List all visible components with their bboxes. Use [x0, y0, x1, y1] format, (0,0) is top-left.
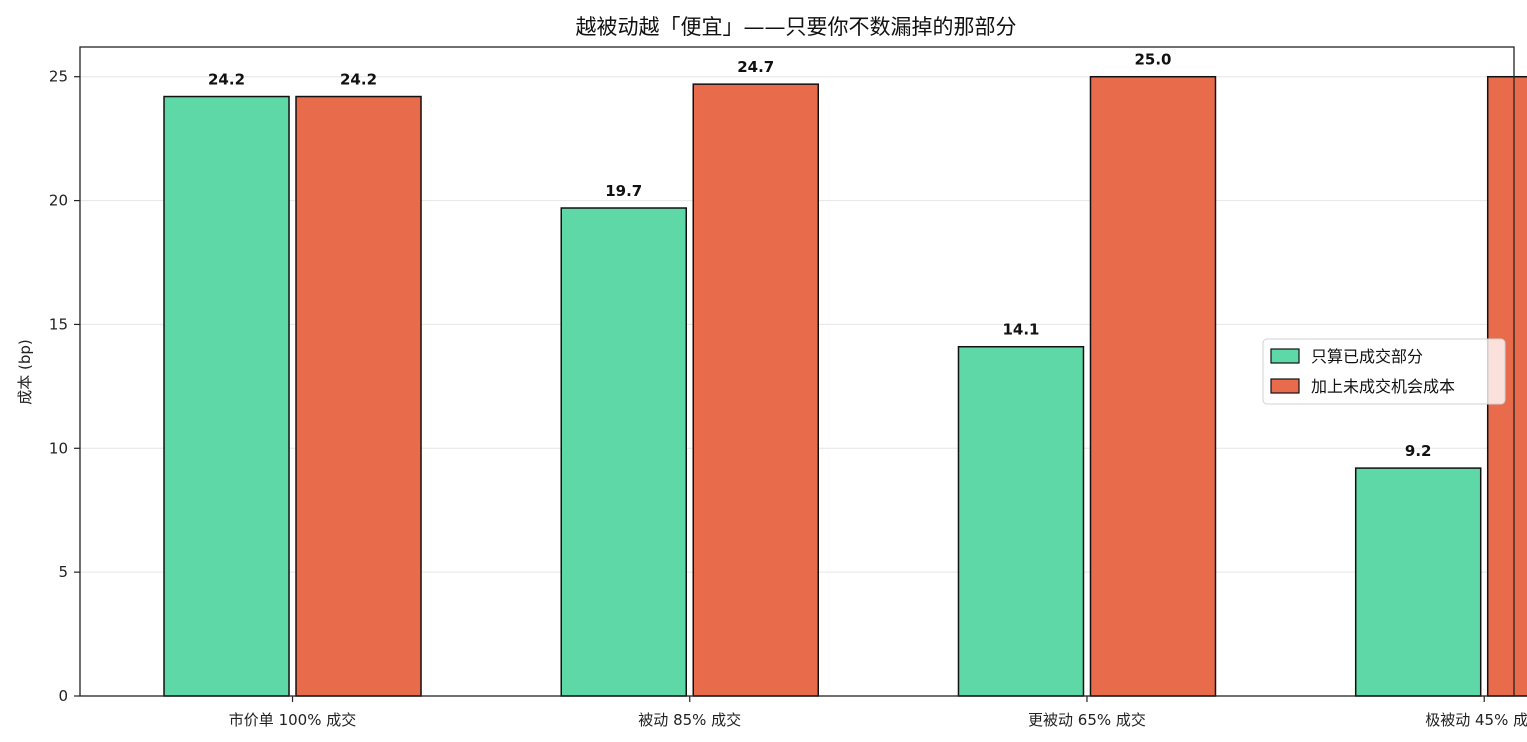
value-labels: 24.224.219.724.714.125.09.225.0 [208, 51, 1432, 460]
y-tick-label: 0 [58, 687, 68, 705]
value-label: 24.7 [737, 58, 774, 76]
x-tick-label: 市价单 100% 成交 [229, 711, 356, 729]
bar-total-cost [1089, 75, 1217, 697]
y-tick-label: 5 [58, 563, 68, 581]
legend-box [1262, 338, 1506, 405]
x-tick-label: 极被动 45% 成交 [1425, 711, 1527, 729]
bar-filled-cost [1354, 467, 1482, 697]
y-tick-label: 15 [49, 315, 68, 333]
bar-filled-cost [560, 207, 687, 697]
bar-total-cost [295, 95, 422, 697]
value-label: 24.2 [208, 71, 245, 89]
x-tick-label: 被动 85% 成交 [638, 711, 741, 729]
plot-frame [79, 46, 1515, 697]
legend-label-filled: 只算已成交部分 [1311, 347, 1423, 366]
legend-swatch-total [1270, 378, 1300, 394]
x-axis-ticks: 市价单 100% 成交 被动 85% 成交 更被动 65% 成交 极被动 45% 成交 [229, 696, 1527, 729]
bar-filled-cost [957, 345, 1085, 697]
value-label: 24.2 [340, 71, 377, 89]
bar-total-cost [692, 83, 819, 697]
legend-label-total: 加上未成交机会成本 [1311, 377, 1455, 396]
y-tick-label: 20 [49, 192, 68, 210]
legend: 只算已成交部分 加上未成交机会成本 [1262, 338, 1506, 405]
value-label: 25.0 [1134, 51, 1171, 69]
y-tick-label: 10 [49, 439, 68, 457]
value-label: 9.2 [1405, 442, 1432, 460]
legend-swatch-filled [1270, 348, 1300, 364]
bar-filled-cost [163, 95, 290, 697]
x-tick-label: 更被动 65% 成交 [1028, 711, 1146, 729]
value-label: 14.1 [1002, 321, 1039, 339]
y-axis-ticks: 0 5 10 15 20 25 [49, 68, 80, 705]
bars [163, 75, 1527, 697]
chart-title: 越被动越「便宜」——只要你不数漏掉的那部分 [576, 15, 1017, 39]
y-tick-label: 25 [49, 68, 68, 86]
value-label: 19.7 [605, 182, 642, 200]
y-axis-label: 成本 (bp) [16, 339, 34, 405]
